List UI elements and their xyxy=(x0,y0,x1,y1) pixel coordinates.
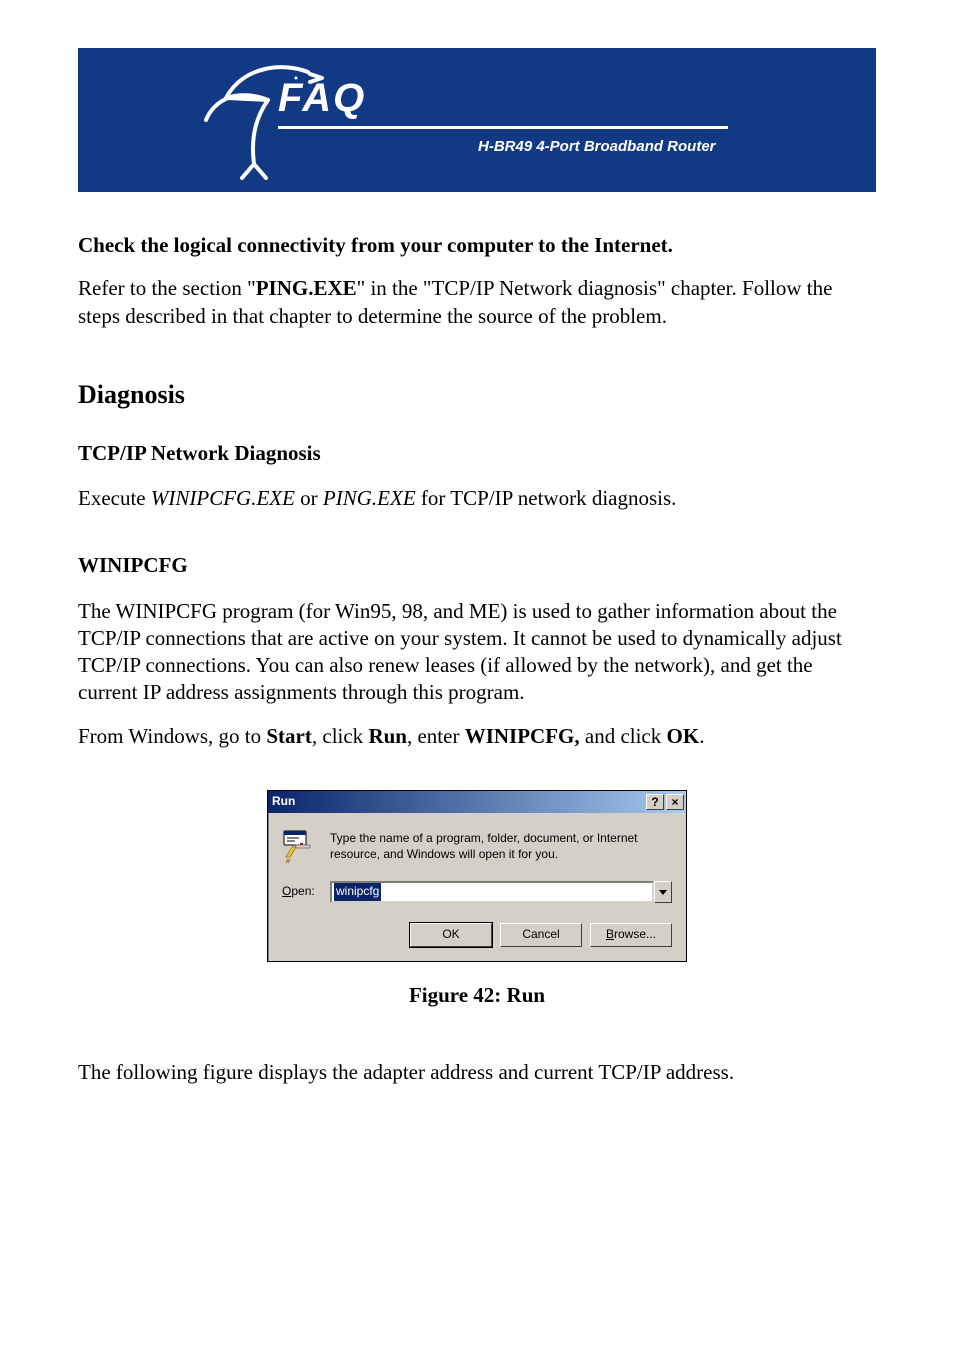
open-row: Open: winipcfg xyxy=(282,881,672,903)
help-icon: ? xyxy=(651,796,658,808)
combo-dropdown-button[interactable] xyxy=(654,881,672,903)
execute-post: for TCP/IP network diagnosis. xyxy=(416,486,677,510)
execute-paragraph: Execute WINIPCFG.EXE or PING.EXE for TCP… xyxy=(78,485,876,512)
open-label: Open: xyxy=(282,884,318,900)
run-dialog: Run ? × xyxy=(267,790,687,962)
fw-winipcfg: WINIPCFG, xyxy=(465,724,580,748)
from-windows-paragraph: From Windows, go to Start, click Run, en… xyxy=(78,723,876,750)
check-connectivity-heading: Check the logical connectivity from your… xyxy=(78,232,876,259)
fw-t4: . xyxy=(699,724,704,748)
titlebar-title: Run xyxy=(272,794,646,810)
page: FAQ H-BR49 4-Port Broadband Router Check… xyxy=(0,0,954,1352)
faq-banner: FAQ H-BR49 4-Port Broadband Router xyxy=(78,48,876,192)
spacer xyxy=(78,1009,876,1059)
open-input[interactable]: winipcfg xyxy=(330,881,654,903)
fw-t2: , enter xyxy=(407,724,465,748)
refer-pre: Refer to the section " xyxy=(78,276,256,300)
winipcfg-heading: WINIPCFG xyxy=(78,552,876,579)
close-icon: × xyxy=(671,796,678,808)
chevron-down-icon xyxy=(659,890,667,895)
execute-ping: PING.EXE xyxy=(323,486,416,510)
cancel-button-label: Cancel xyxy=(522,927,559,943)
diagnosis-heading: Diagnosis xyxy=(78,378,876,412)
faq-heading: FAQ xyxy=(278,76,366,121)
fw-run: Run xyxy=(368,724,407,748)
document-body: Check the logical connectivity from your… xyxy=(78,232,876,1087)
dialog-top: Type the name of a program, folder, docu… xyxy=(282,829,672,865)
titlebar-buttons: ? × xyxy=(646,794,684,810)
fw-ok: OK xyxy=(667,724,700,748)
fw-pre: From Windows, go to xyxy=(78,724,266,748)
tcpip-diagnosis-heading: TCP/IP Network Diagnosis xyxy=(78,440,876,467)
faq-underline xyxy=(278,126,728,129)
refer-paragraph: Refer to the section "PING.EXE" in the "… xyxy=(78,275,876,330)
titlebar: Run ? × xyxy=(268,791,686,813)
banner-subtitle: H-BR49 4-Port Broadband Router xyxy=(478,138,716,155)
browse-accel: B xyxy=(606,927,614,943)
open-label-accel: O xyxy=(282,884,291,898)
browse-rest: rowse... xyxy=(614,927,656,943)
ok-button[interactable]: OK xyxy=(410,923,492,947)
dialog-body: Type the name of a program, folder, docu… xyxy=(268,813,686,961)
close-button[interactable]: × xyxy=(666,794,684,810)
refer-pingexe: PING.EXE xyxy=(256,276,357,300)
run-program-icon xyxy=(282,829,318,865)
cancel-button[interactable]: Cancel xyxy=(500,923,582,947)
open-combobox[interactable]: winipcfg xyxy=(330,881,672,903)
open-label-rest: pen: xyxy=(291,884,314,898)
winipcfg-description: The WINIPCFG program (for Win95, 98, and… xyxy=(78,598,876,707)
execute-mid: or xyxy=(295,486,323,510)
browse-button[interactable]: Browse... xyxy=(590,923,672,947)
open-input-value: winipcfg xyxy=(334,883,381,901)
figure-caption: Figure 42: Run xyxy=(78,982,876,1009)
button-row: OK Cancel Browse... xyxy=(282,923,672,947)
ok-button-label: OK xyxy=(442,927,459,943)
fw-start: Start xyxy=(266,724,312,748)
dialog-description: Type the name of a program, folder, docu… xyxy=(330,829,672,862)
fw-t3: and click xyxy=(580,724,667,748)
execute-pre: Execute xyxy=(78,486,151,510)
execute-winipcfg: WINIPCFG.EXE xyxy=(151,486,295,510)
help-button[interactable]: ? xyxy=(646,794,664,810)
following-figure-paragraph: The following figure displays the adapte… xyxy=(78,1059,876,1086)
fw-t1: , click xyxy=(312,724,369,748)
